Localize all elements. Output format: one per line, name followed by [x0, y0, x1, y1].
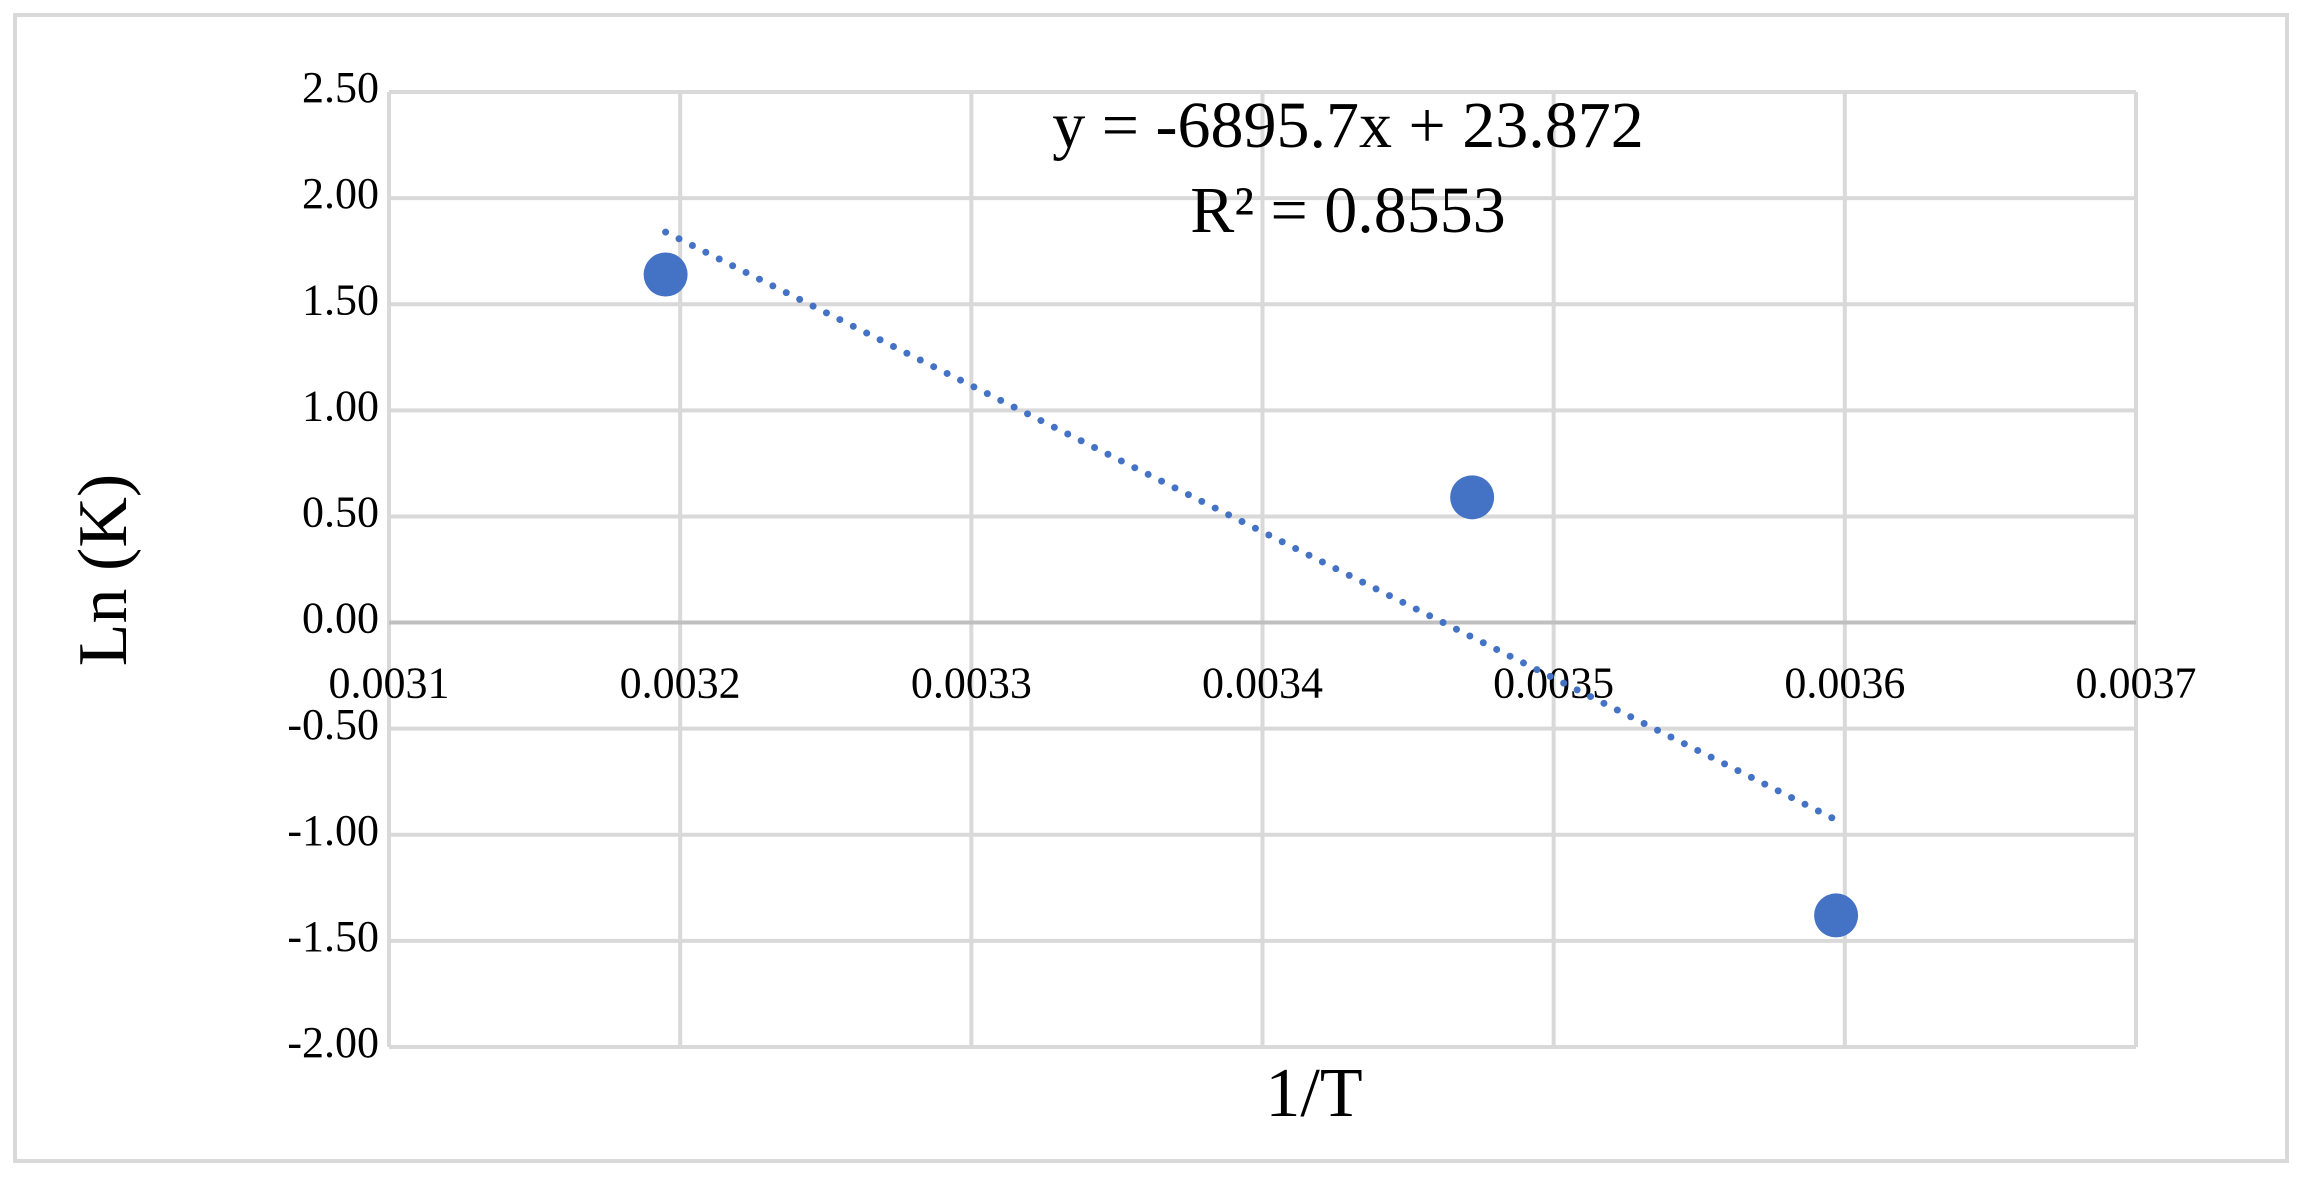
y-tick-label: -0.50	[287, 700, 379, 749]
x-tick-label: 0.0034	[1202, 659, 1323, 708]
y-tick-label: 2.00	[302, 169, 379, 218]
data-point	[643, 252, 688, 297]
y-tick-label: -2.00	[287, 1018, 379, 1067]
chart-frame	[13, 13, 2289, 1163]
y-tick-label: 0.50	[302, 488, 379, 537]
y-axis-title: Ln (K)	[65, 474, 142, 666]
grid	[387, 90, 2138, 1049]
data-point	[1450, 475, 1495, 520]
x-tick-label: 0.0033	[911, 659, 1032, 708]
y-tick-label: 2.50	[302, 63, 379, 112]
r-squared: R² = 0.8553	[1190, 174, 1506, 247]
y-tick-label: -1.00	[287, 806, 379, 855]
y-tick-label: 1.50	[302, 275, 379, 324]
y-tick-label: 0.00	[302, 594, 379, 643]
trendline	[662, 228, 1840, 824]
x-tick-label: 0.0035	[1493, 659, 1614, 708]
x-tick-label: 0.0031	[329, 659, 450, 708]
data-point	[1814, 893, 1859, 938]
y-tick-label: -1.50	[287, 912, 379, 961]
x-axis-title: 1/T	[1265, 1055, 1362, 1132]
y-tick-label: 1.00	[302, 381, 379, 430]
x-tick-label: 0.0036	[1784, 659, 1905, 708]
trendline-equation: y = -6895.7x + 23.872	[1052, 89, 1643, 162]
x-tick-label: 0.0032	[620, 659, 741, 708]
x-tick-label: 0.0037	[2076, 659, 2197, 708]
